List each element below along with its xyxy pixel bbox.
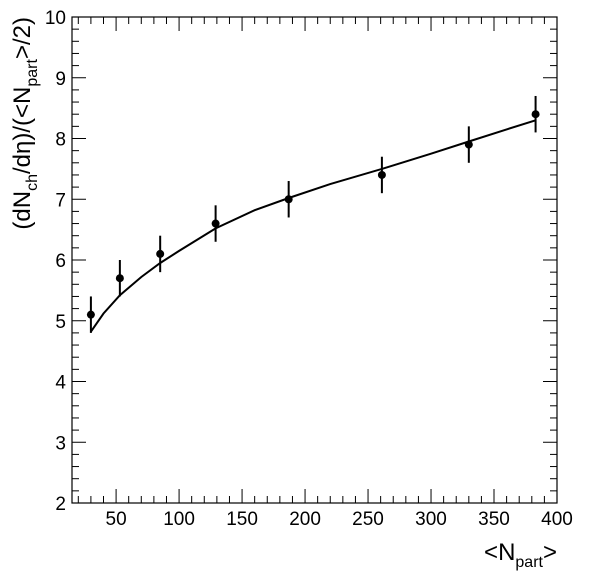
y-tick-labels: 2 3 4 5 6 7 8 9 10 <box>45 8 67 515</box>
fit-curve-line <box>90 119 536 333</box>
y-tick-label: 6 <box>55 251 66 272</box>
y-tick-label: 10 <box>45 8 66 29</box>
x-tick-label: 100 <box>163 509 195 530</box>
x-tick-label: 50 <box>106 509 127 530</box>
y-tick-label: 5 <box>55 312 66 333</box>
data-point <box>464 140 473 149</box>
y-tick-label: 4 <box>55 373 66 394</box>
x-tick-label: 400 <box>541 509 573 530</box>
data-points <box>86 95 540 333</box>
x-tick-label: 300 <box>415 509 447 530</box>
y-tick-label: 9 <box>55 69 66 90</box>
x-tick-label: 250 <box>352 509 384 530</box>
data-point <box>531 110 540 119</box>
y-tick-label: 2 <box>55 494 66 515</box>
x-tick-label: 150 <box>226 509 258 530</box>
x-tick-label: 200 <box>289 509 321 530</box>
data-point <box>377 170 386 179</box>
axis-ticks <box>72 16 558 504</box>
data-point <box>86 310 95 319</box>
y-tick-label: 3 <box>55 433 66 454</box>
y-tick-label: 7 <box>55 190 66 211</box>
data-point <box>284 195 293 204</box>
data-point <box>115 274 124 283</box>
data-point <box>211 219 220 228</box>
fit-curve <box>90 119 536 333</box>
plot-frame <box>71 16 558 504</box>
y-tick-label: 8 <box>55 130 66 151</box>
x-tick-label: 350 <box>478 509 510 530</box>
data-point <box>156 249 165 258</box>
y-axis-title: (dNch/dη)/(<Npart>/2) <box>9 17 41 230</box>
x-axis-title: <Npart> <box>484 539 557 571</box>
x-tick-labels: 50 100 150 200 250 300 350 400 <box>106 509 573 530</box>
